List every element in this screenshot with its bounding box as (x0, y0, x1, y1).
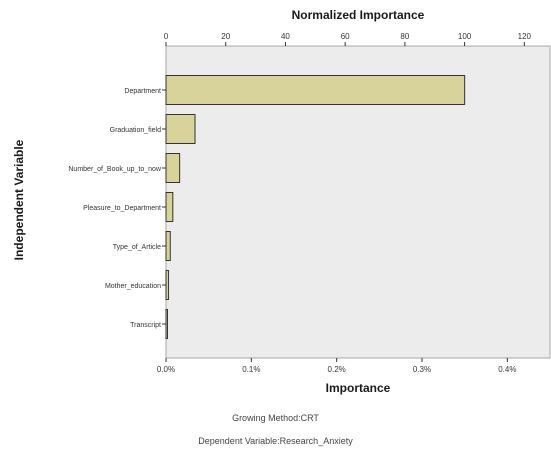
x2-tick-label: 40 (281, 32, 290, 41)
dependent-variable-footnote: Dependent Variable:Research_Anxiety (198, 436, 353, 446)
category-label: Pleasure_to_Department (83, 205, 161, 212)
bar (165, 231, 171, 261)
category-label: Mother_education (105, 283, 161, 290)
x-tick-label: 0.0% (157, 365, 175, 374)
x2-tick-label: 120 (518, 32, 532, 41)
bar (165, 192, 174, 222)
bar (165, 114, 196, 144)
category-label: Number_of_Book_up_to_now (68, 166, 162, 173)
category-label: Department (124, 88, 161, 95)
bar (165, 270, 170, 300)
category-label: Graduation_field (110, 127, 161, 134)
normalized-importance-axis-title: Normalized Importance (291, 8, 425, 22)
x2-tick-label: 0 (164, 32, 169, 41)
x-tick-label: 0.4% (498, 365, 516, 374)
importance-axis-title: Importance (325, 381, 391, 395)
x2-tick-label: 80 (400, 32, 409, 41)
growing-method-footnote: Growing Method:CRT (232, 413, 319, 423)
x2-tick-label: 60 (341, 32, 350, 41)
x-tick-label: 0.2% (328, 365, 346, 374)
category-label: Type_of_Article (113, 244, 161, 251)
x2-tick-label: 20 (221, 32, 230, 41)
category-label: Transcript (130, 322, 161, 329)
bar (165, 153, 181, 183)
x2-tick-label: 100 (458, 32, 472, 41)
bar (165, 309, 168, 339)
independent-variable-axis-title: Independent Variable (12, 139, 26, 261)
x-tick-label: 0.3% (413, 365, 431, 374)
bar (165, 75, 466, 105)
x-tick-label: 0.1% (242, 365, 260, 374)
